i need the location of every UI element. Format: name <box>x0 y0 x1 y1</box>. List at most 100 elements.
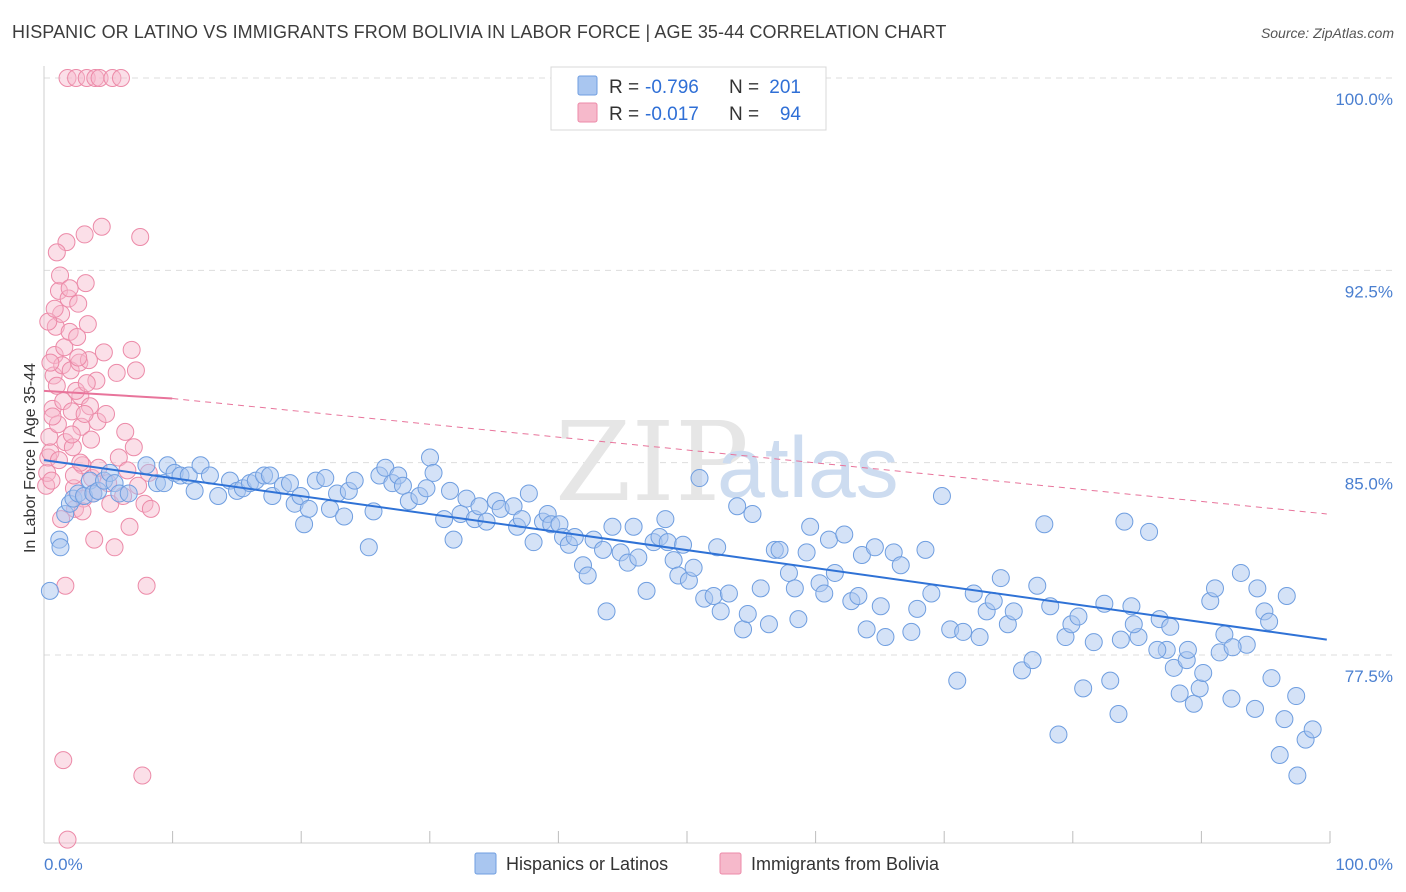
hispanic-point <box>1288 766 1307 785</box>
bolivia-point <box>49 451 68 470</box>
bolivia-trend-line <box>43 389 173 400</box>
hispanic-point <box>954 622 973 641</box>
bolivia-point <box>94 343 113 362</box>
hispanic-point <box>185 481 204 500</box>
bolivia-point <box>41 353 60 372</box>
bolivia-point <box>68 328 87 347</box>
hispanic-point <box>119 484 138 503</box>
bolivia-point <box>47 376 66 395</box>
bolivia-point <box>120 517 139 536</box>
hispanic-point <box>444 530 463 549</box>
hispanic-point <box>711 602 730 621</box>
bolivia-point <box>69 294 88 313</box>
hispanic-point <box>594 540 613 559</box>
bolivia-point <box>97 404 116 423</box>
bolivia-point <box>85 530 104 549</box>
hispanic-point <box>891 556 910 575</box>
hispanic-point <box>1115 512 1134 531</box>
y-tick-label: 77.5% <box>1345 667 1393 686</box>
trend-lines <box>43 389 1327 641</box>
y-axis-label: In Labor Force | Age 35-44 <box>22 363 39 553</box>
bolivia-point <box>71 453 90 472</box>
bolivia-point <box>82 430 101 449</box>
watermark: ZIP atlas <box>555 398 899 526</box>
hispanic-point <box>704 587 723 606</box>
bolivia-points <box>37 69 160 849</box>
legend-n-value-1: 201 <box>769 77 801 98</box>
bolivia-point <box>75 225 94 244</box>
hispanic-point <box>624 517 643 536</box>
hispanic-point <box>512 510 531 529</box>
bolivia-point <box>122 340 141 359</box>
hispanic-point <box>1222 689 1241 708</box>
hispanic-point <box>908 599 927 618</box>
hispanic-point <box>137 456 156 475</box>
hispanic-point <box>1109 704 1128 723</box>
axes <box>43 66 1331 844</box>
hispanic-point <box>1270 746 1289 765</box>
hispanic-point <box>1140 522 1159 541</box>
hispanic-point <box>1074 679 1093 698</box>
hispanic-point <box>578 566 597 585</box>
hispanic-point <box>743 504 762 523</box>
hispanic-point <box>1170 684 1189 703</box>
hispanic-point <box>734 620 753 639</box>
grid-lines <box>44 77 1394 656</box>
hispanic-point <box>1035 515 1054 534</box>
hispanic-point <box>1262 669 1281 688</box>
bolivia-point <box>79 351 98 370</box>
hispanic-point <box>656 510 675 529</box>
hispanic-point <box>441 481 460 500</box>
hispanic-point <box>637 581 656 600</box>
x-tick-label-max: 100.0% <box>1335 855 1393 874</box>
bottom-legend-swatch-pink <box>719 852 742 875</box>
hispanic-point <box>1069 607 1088 626</box>
bolivia-point <box>90 69 109 87</box>
hispanic-point <box>565 528 584 547</box>
hispanic-point <box>295 515 314 534</box>
hispanic-point <box>524 533 543 552</box>
bottom-legend-label-blue: Hispanics or Latinos <box>506 854 668 874</box>
hispanic-point <box>280 474 299 493</box>
bolivia-point <box>107 363 126 382</box>
hispanic-point <box>916 540 935 559</box>
hispanic-point <box>835 525 854 544</box>
hispanic-point <box>1275 710 1294 729</box>
bolivia-point <box>141 499 160 518</box>
hispanic-point <box>1148 640 1167 659</box>
y-tick-labels: 77.5% 85.0% 92.5% 100.0% <box>1335 90 1393 686</box>
bolivia-point <box>126 361 145 380</box>
bolivia-point <box>60 279 79 298</box>
chart-title: HISPANIC OR LATINO VS IMMIGRANTS FROM BO… <box>12 22 947 42</box>
hispanic-point <box>1028 576 1047 595</box>
watermark-zip: ZIP <box>555 398 749 526</box>
bolivia-point <box>43 407 62 426</box>
hispanic-point <box>770 540 789 559</box>
hispanic-point <box>504 497 523 516</box>
bolivia-point <box>40 428 59 447</box>
hispanic-points <box>40 448 1322 785</box>
series-legend: Hispanics or Latinos Immigrants from Bol… <box>474 852 940 875</box>
legend-swatch-pink <box>577 102 598 123</box>
hispanic-point <box>1260 612 1279 631</box>
hispanic-point <box>1231 563 1250 582</box>
hispanic-point <box>751 579 770 598</box>
y-tick-label: 92.5% <box>1345 282 1393 301</box>
hispanic-point <box>1223 638 1242 657</box>
legend-r-value-2: -0.017 <box>645 104 699 125</box>
bolivia-point <box>49 281 68 300</box>
bolivia-point <box>92 217 111 236</box>
bolivia-point <box>131 227 150 246</box>
bolivia-point <box>109 448 128 467</box>
hispanic-point <box>825 563 844 582</box>
hispanic-point <box>1161 617 1180 636</box>
hispanic-point <box>1194 663 1213 682</box>
hispanic-point <box>865 538 884 557</box>
bolivia-point <box>51 266 70 285</box>
hispanic-trend-line <box>43 459 1327 641</box>
hispanic-point <box>708 538 727 557</box>
bolivia-point <box>78 315 97 334</box>
hispanic-point <box>1049 725 1068 744</box>
hispanic-point <box>849 587 868 606</box>
hispanic-point <box>876 628 895 647</box>
